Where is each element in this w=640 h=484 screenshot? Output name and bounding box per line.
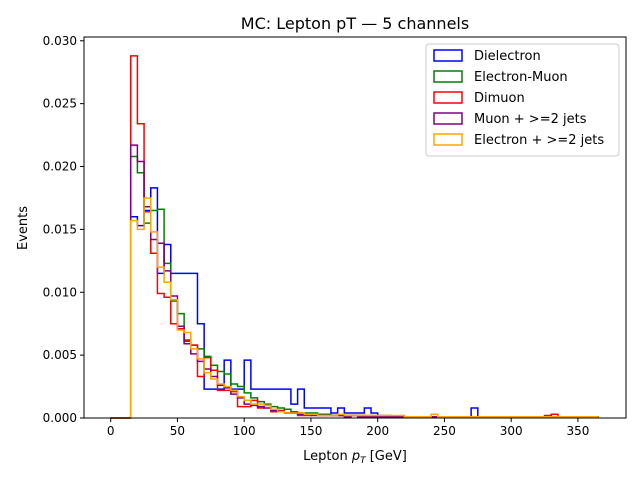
x-tick-label: 300	[500, 424, 523, 438]
chart-title: MC: Lepton pT — 5 channels	[241, 14, 469, 33]
x-axis-label-p: p	[351, 449, 360, 464]
legend-swatch-5	[433, 133, 463, 146]
x-axis-label: Lepton pT [GeV]	[303, 449, 407, 466]
legend-label-2: Electron-Muon	[474, 70, 568, 85]
y-tick-label: 0.020	[43, 160, 77, 174]
legend-swatch-3	[433, 91, 463, 104]
legend-label-5: Electron + >=2 jets	[474, 133, 604, 148]
x-tick-label: 0	[107, 424, 115, 438]
x-axis-label-main: Lepton	[303, 449, 352, 464]
x-tick-label: 50	[170, 424, 185, 438]
x-tick-label: 150	[299, 424, 322, 438]
legend-label-4: Muon + >=2 jets	[474, 112, 587, 127]
y-tick-label: 0.005	[43, 348, 77, 362]
axes-frame	[83, 36, 627, 419]
legend: Dielectron Electron-Muon Dimuon Muon + >=2 …	[425, 43, 620, 157]
legend-label-1: Dielectron	[474, 49, 541, 64]
legend-swatch-2	[433, 70, 463, 83]
series-line-5	[110, 197, 599, 419]
x-axis-label-sub: T	[360, 456, 367, 466]
x-axis-label-unit: [GeV]	[366, 449, 407, 464]
x-tick-label: 350	[566, 424, 589, 438]
y-axis-label: Events	[16, 206, 31, 250]
x-tick-label: 250	[433, 424, 456, 438]
y-axis: 0.000 0.005 0.010 0.015 0.020 0.025 0.030	[43, 34, 84, 425]
y-tick-label: 0.000	[43, 411, 77, 425]
y-tick-label: 0.030	[43, 34, 77, 48]
x-axis: 0 50 100 150 200 250 300 350	[107, 418, 589, 438]
legend-swatch-4	[433, 112, 463, 125]
legend-box	[425, 43, 620, 157]
x-tick-label: 200	[366, 424, 389, 438]
series-layer	[110, 55, 599, 419]
legend-swatch-1	[433, 49, 463, 62]
y-tick-label: 0.015	[43, 222, 77, 236]
legend-label-3: Dimuon	[474, 91, 525, 106]
y-tick-label: 0.025	[43, 97, 77, 111]
x-tick-label: 100	[233, 424, 256, 438]
y-tick-label: 0.010	[43, 285, 77, 299]
legend-items: Dielectron Electron-Muon Dimuon Muon + >=2 …	[433, 49, 604, 148]
